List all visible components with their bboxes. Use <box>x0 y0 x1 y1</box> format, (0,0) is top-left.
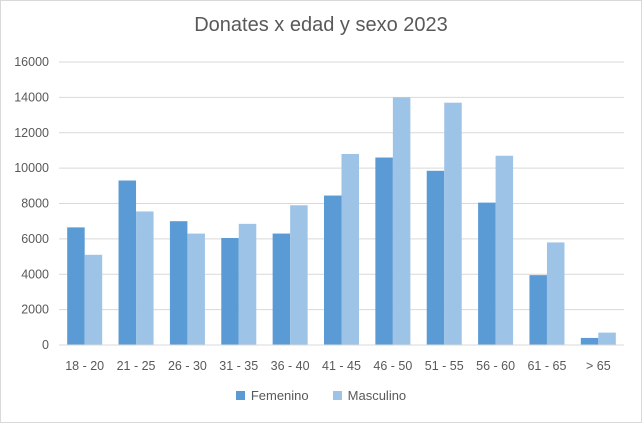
bar-masculino-9 <box>546 242 565 345</box>
y-tick-label: 14000 <box>14 90 49 104</box>
bar-femenino-10 <box>580 337 599 345</box>
bar-masculino-2 <box>187 233 205 345</box>
legend: Femenino Masculino <box>0 388 642 403</box>
x-tick-label: 41 - 45 <box>322 359 361 373</box>
bar-femenino-4 <box>272 233 291 345</box>
bar-femenino-7 <box>426 170 445 345</box>
y-tick-label: 10000 <box>14 161 49 175</box>
bar-femenino-1 <box>118 180 137 345</box>
y-tick-label: 8000 <box>21 197 49 211</box>
legend-item-femenino: Femenino <box>235 388 309 403</box>
y-tick-label: 6000 <box>21 232 49 246</box>
legend-label-masculino: Masculino <box>347 388 407 403</box>
bar-masculino-6 <box>392 97 411 345</box>
bar-masculino-7 <box>444 102 462 346</box>
legend-label-femenino: Femenino <box>250 388 309 403</box>
y-tick-label: 4000 <box>21 267 49 281</box>
x-tick-label: 36 - 40 <box>271 359 310 373</box>
y-tick-label: 12000 <box>14 126 49 140</box>
chart-title: Donates x edad y sexo 2023 <box>194 14 448 36</box>
x-tick-label: 18 - 20 <box>65 359 104 373</box>
legend-swatch-femenino <box>235 391 245 400</box>
bar-masculino-8 <box>495 155 514 345</box>
legend-item-masculino: Masculino <box>332 388 407 403</box>
bar-masculino-1 <box>136 211 154 345</box>
bar-femenino-8 <box>478 202 496 345</box>
bar-masculino-5 <box>341 153 359 345</box>
x-tick-label: > 65 <box>586 359 611 373</box>
bar-femenino-2 <box>169 221 188 345</box>
y-tick-label: 2000 <box>21 303 49 317</box>
bar-femenino-3 <box>221 237 239 345</box>
x-tick-label: 56 - 60 <box>476 359 515 373</box>
legend-swatch-masculino <box>332 391 342 400</box>
x-tick-label: 51 - 55 <box>425 359 464 373</box>
bar-masculino-0 <box>84 254 103 345</box>
bar-femenino-0 <box>67 227 85 345</box>
x-tick-label: 46 - 50 <box>373 359 412 373</box>
bar-femenino-5 <box>324 195 342 345</box>
x-tick-label: 61 - 65 <box>527 359 566 373</box>
bar-masculino-3 <box>238 223 257 345</box>
x-tick-label: 21 - 25 <box>117 359 156 373</box>
y-tick-label: 16000 <box>14 55 49 69</box>
bar-masculino-10 <box>598 332 616 345</box>
bar-masculino-4 <box>290 205 308 345</box>
x-tick-label: 26 - 30 <box>168 359 207 373</box>
bar-femenino-6 <box>375 157 393 345</box>
y-tick-label: 0 <box>42 338 49 352</box>
x-tick-label: 31 - 35 <box>219 359 258 373</box>
bar-femenino-9 <box>529 275 547 345</box>
